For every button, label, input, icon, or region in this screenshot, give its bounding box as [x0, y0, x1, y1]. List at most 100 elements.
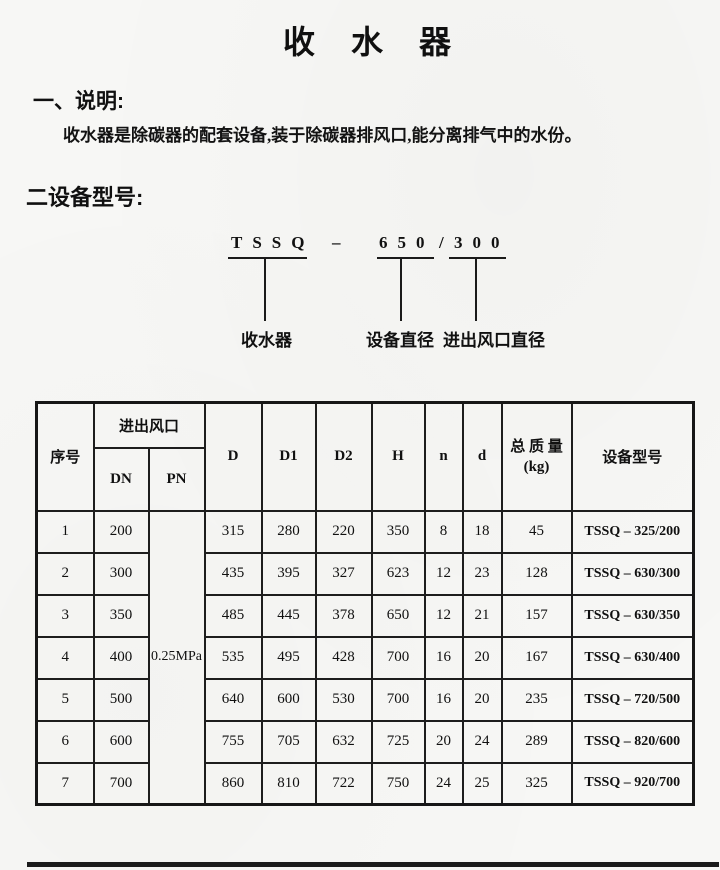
cell-value: 128 — [500, 551, 573, 596]
col-header-DN: DN — [92, 446, 150, 512]
cell-value: 235 — [500, 677, 573, 722]
cell-value: 3 — [35, 593, 95, 638]
cell-value: 325 — [500, 761, 573, 806]
col-header-D: D — [203, 401, 263, 512]
cell-value: 315 — [203, 509, 263, 554]
cell-model: TSSQ – 630/300 — [570, 551, 695, 596]
cell-value: 20 — [423, 719, 464, 764]
cell-value: 623 — [370, 551, 426, 596]
cell-value: 700 — [370, 677, 426, 722]
cell-value: 650 — [370, 593, 426, 638]
cell-value: 640 — [203, 677, 263, 722]
cell-model: TSSQ – 920/700 — [570, 761, 695, 806]
cell-value: 725 — [370, 719, 426, 764]
section-1-heading: 一、说明: — [33, 90, 124, 113]
cell-value: 632 — [314, 719, 373, 764]
cell-value: 16 — [423, 635, 464, 680]
cell-value: 722 — [314, 761, 373, 806]
cell-model: TSSQ – 720/500 — [570, 677, 695, 722]
cell-value: 700 — [370, 635, 426, 680]
cell-value: 25 — [461, 761, 503, 806]
cell-value: 167 — [500, 635, 573, 680]
table-row: 1 200 0.25MPa 315 280 220 350 8 18 45 TSSQ – 325/2… — [35, 509, 695, 806]
table-row: 2 300 435 395 327 623 12 23 128 TSSQ – 630/300 — [35, 551, 695, 596]
cell-value: 20 — [461, 677, 503, 722]
spec-table-body: 1 200 0.25MPa 315 280 220 350 8 18 45 TSSQ – 325/2… — [35, 509, 695, 806]
cell-model: TSSQ – 820/600 — [570, 719, 695, 764]
spec-table-header: 序号 进出风口 D D1 D2 H n d 总 质 量 (kg) 设备型号 DN… — [35, 401, 695, 512]
cell-value: 6 — [35, 719, 95, 764]
diagram-label-diameter: 设备直径 — [366, 331, 434, 350]
col-header-serial: 序号 — [35, 401, 95, 512]
cell-value: 535 — [203, 635, 263, 680]
col-header-D1: D1 — [260, 401, 317, 512]
cell-value: 220 — [314, 509, 373, 554]
leader-line-prefix — [264, 257, 266, 321]
diagram-label-port-diameter: 进出风口直径 — [443, 331, 545, 350]
col-header-d: d — [461, 401, 503, 512]
model-code-prefix: TSSQ — [231, 233, 315, 252]
section-2-heading: 二设备型号: — [26, 185, 144, 210]
leader-line-diameter — [400, 257, 402, 321]
cell-value: 18 — [461, 509, 503, 554]
table-row: 7 700 860 810 722 750 24 25 325 TSSQ – 920/700 — [35, 761, 695, 806]
cell-value: 350 — [92, 593, 150, 638]
cell-value: 2 — [35, 551, 95, 596]
cell-value: 350 — [370, 509, 426, 554]
cell-value: 860 — [203, 761, 263, 806]
col-header-D2: D2 — [314, 401, 373, 512]
cell-value: 23 — [461, 551, 503, 596]
underline-diameter — [377, 257, 434, 259]
cell-value: 600 — [260, 677, 317, 722]
cell-value: 600 — [92, 719, 150, 764]
col-header-n: n — [423, 401, 464, 512]
table-row: 3 350 485 445 378 650 12 21 157 TSSQ – 630/350 — [35, 593, 695, 638]
cell-value: 500 — [92, 677, 150, 722]
diagram-label-collector: 收水器 — [241, 331, 292, 350]
cell-value: 20 — [461, 635, 503, 680]
cell-value: 485 — [203, 593, 263, 638]
model-code-dash: – — [332, 233, 341, 252]
total-mass-line2: (kg) — [523, 458, 550, 475]
underline-prefix — [228, 257, 307, 259]
cell-value: 200 — [92, 509, 150, 554]
col-header-H: H — [370, 401, 426, 512]
cell-value: 378 — [314, 593, 373, 638]
cell-value: 1 — [35, 509, 95, 554]
cell-value: 24 — [423, 761, 464, 806]
cell-value: 327 — [314, 551, 373, 596]
col-header-inlet-outlet: 进出风口 — [92, 401, 206, 449]
cell-value: 157 — [500, 593, 573, 638]
page-title: 收水器 — [283, 24, 488, 60]
cell-value: 705 — [260, 719, 317, 764]
cell-model: TSSQ – 630/400 — [570, 635, 695, 680]
cell-model: TSSQ – 630/350 — [570, 593, 695, 638]
table-row: 6 600 755 705 632 725 20 24 289 TSSQ – 820/600 — [35, 719, 695, 764]
col-header-PN: PN — [147, 446, 206, 512]
table-row: 5 500 640 600 530 700 16 20 235 TSSQ – 720/500 — [35, 677, 695, 722]
bottom-rule — [27, 862, 719, 867]
total-mass-line1: 总 质 量 — [510, 438, 563, 455]
model-code-slash: / — [439, 233, 444, 252]
cell-value: 12 — [423, 551, 464, 596]
cell-value: 750 — [370, 761, 426, 806]
cell-value: 300 — [92, 551, 150, 596]
cell-value: 280 — [260, 509, 317, 554]
cell-model: TSSQ – 325/200 — [570, 509, 695, 554]
cell-value: 21 — [461, 593, 503, 638]
leader-line-port — [475, 257, 477, 321]
cell-value: 7 — [35, 761, 95, 806]
cell-value: 12 — [423, 593, 464, 638]
cell-value: 16 — [423, 677, 464, 722]
col-header-model: 设备型号 — [570, 401, 695, 512]
cell-value: 400 — [92, 635, 150, 680]
underline-port — [449, 257, 506, 259]
pn-merged-cell: 0.25MPa — [147, 509, 206, 806]
cell-value: 24 — [461, 719, 503, 764]
model-code-diameter: 650 — [379, 233, 435, 252]
cell-value: 810 — [260, 761, 317, 806]
cell-value: 435 — [203, 551, 263, 596]
cell-value: 395 — [260, 551, 317, 596]
cell-value: 4 — [35, 635, 95, 680]
cell-value: 428 — [314, 635, 373, 680]
